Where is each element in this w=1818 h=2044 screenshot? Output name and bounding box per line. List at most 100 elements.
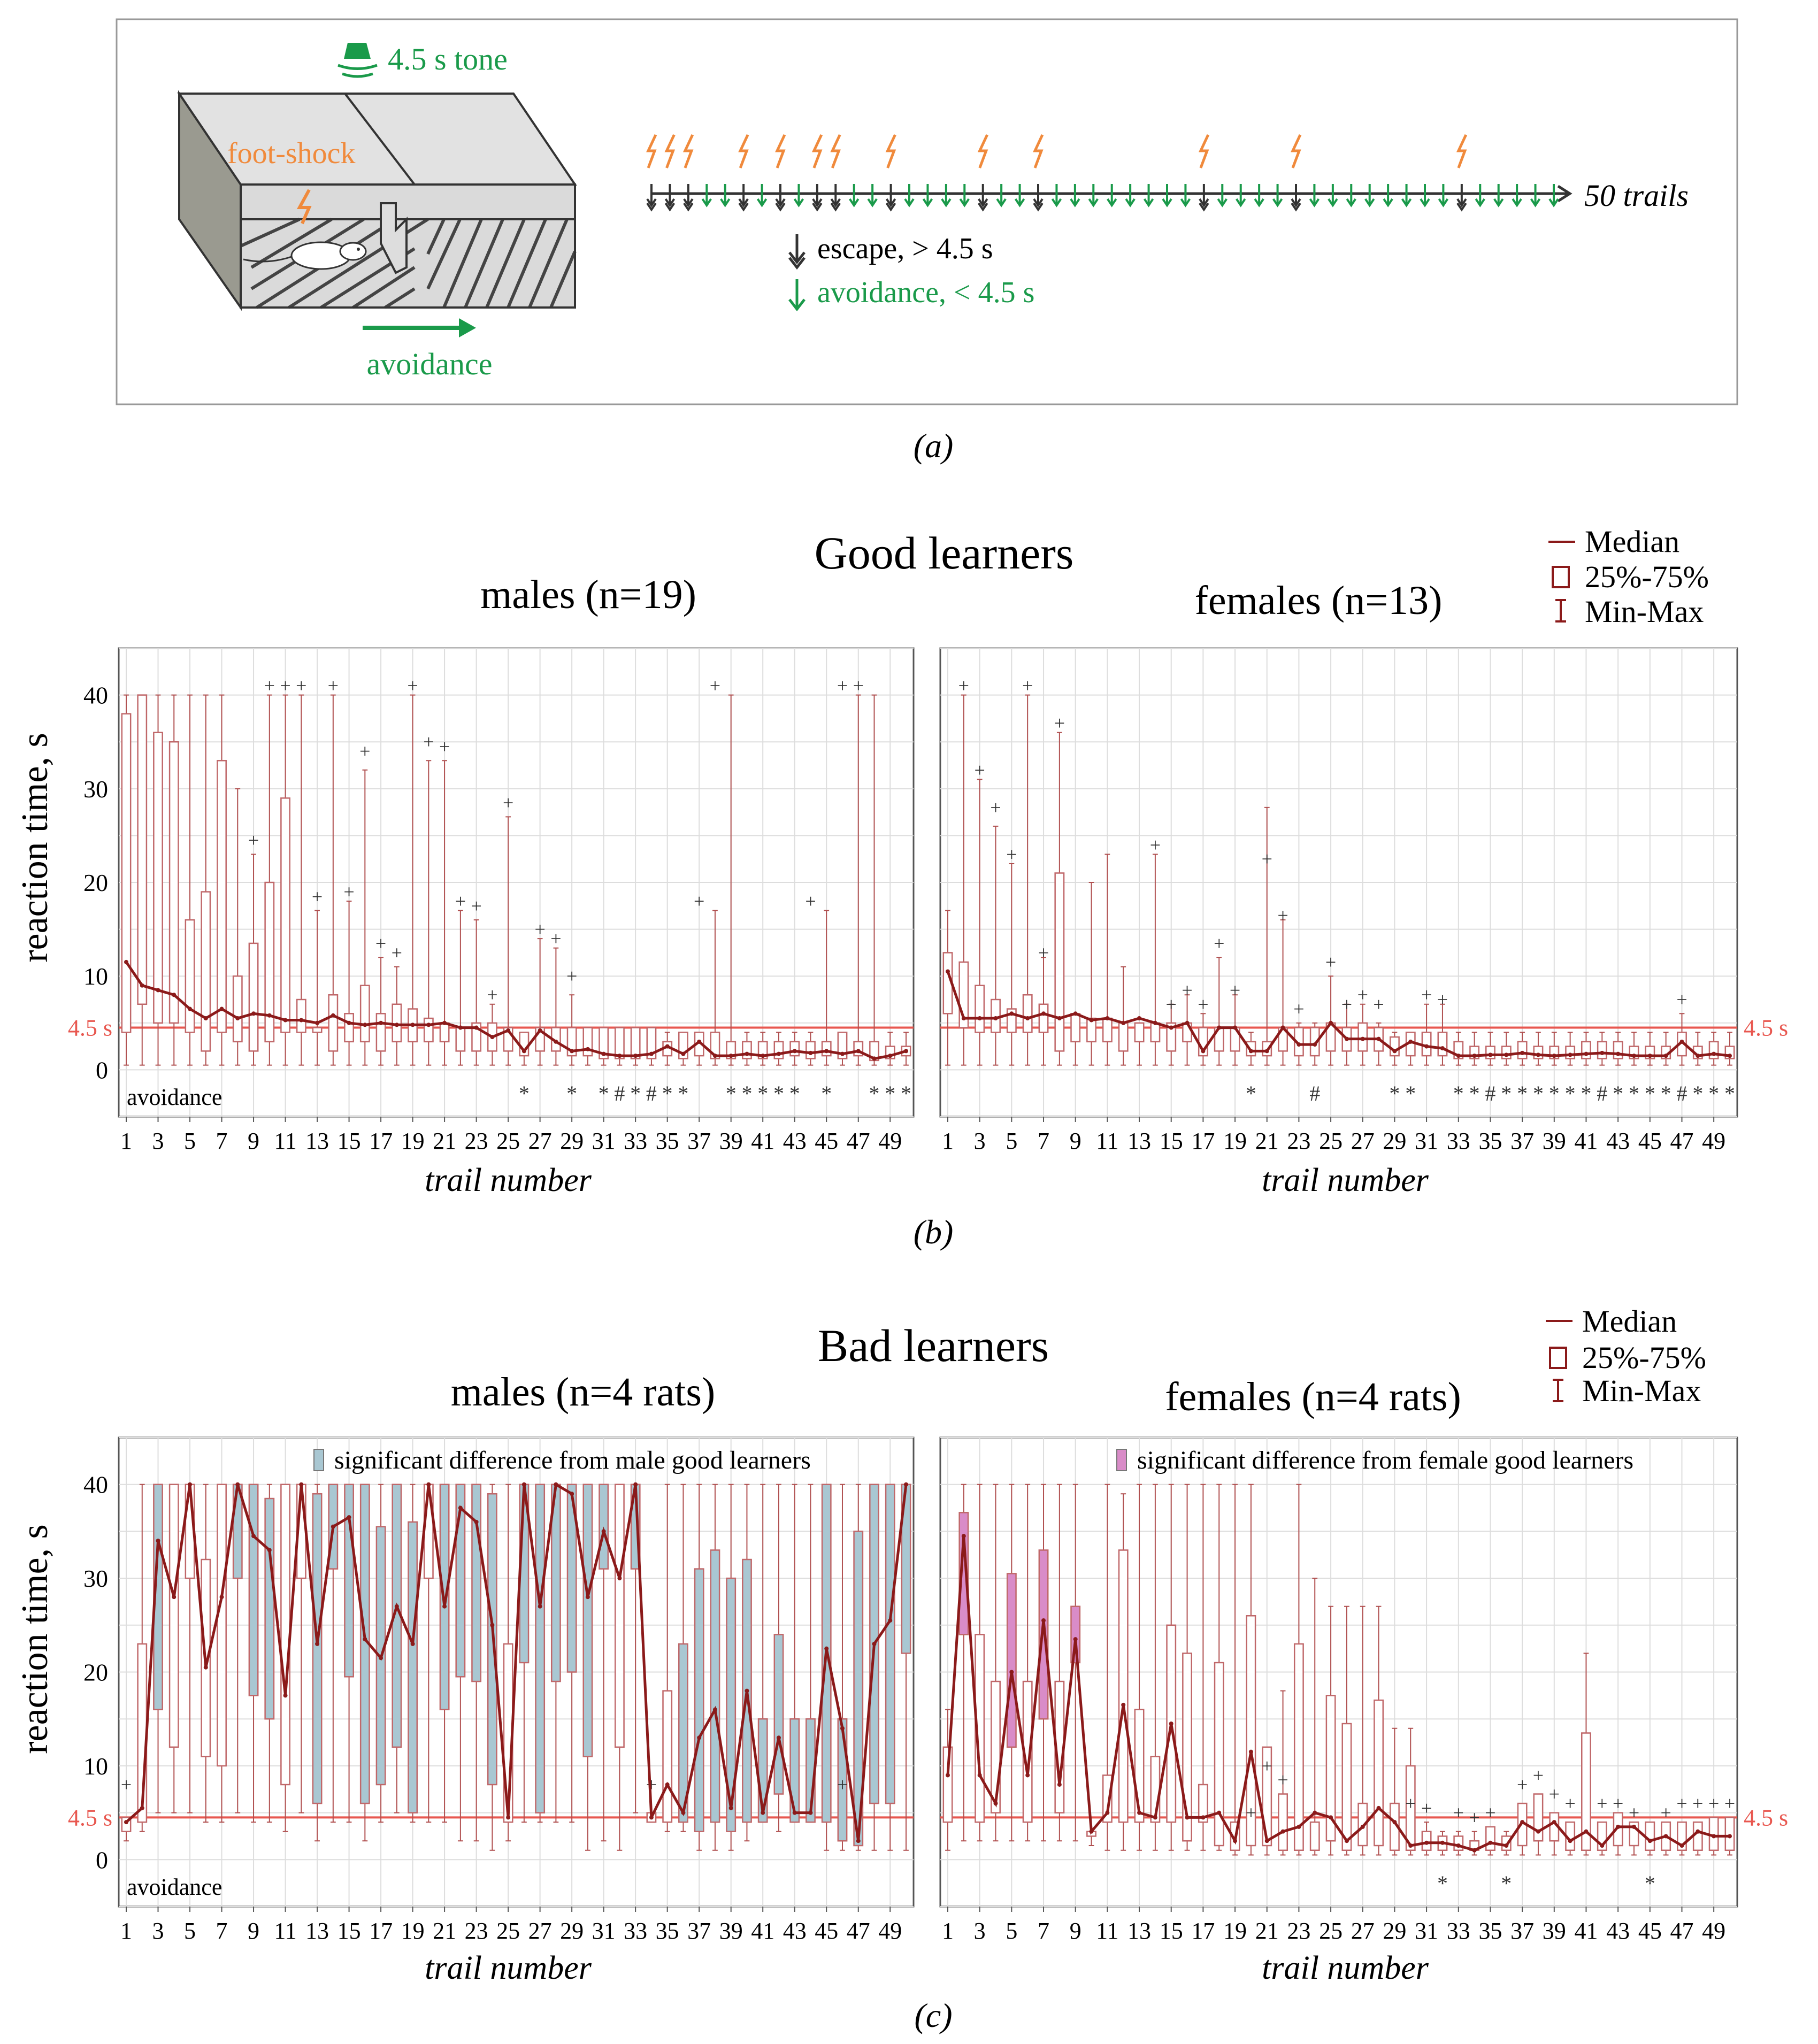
median-point [1025, 1016, 1030, 1021]
median-point [235, 1482, 240, 1487]
median-point [888, 1618, 893, 1623]
median-point [1329, 1815, 1333, 1820]
median-point [888, 1054, 893, 1058]
median-point [219, 1006, 224, 1011]
x-tick-label: 15 [1160, 1918, 1183, 1944]
x-tick-label: 37 [1510, 1128, 1534, 1154]
iqr-box [837, 1032, 848, 1059]
legend-escape-text: escape, > 4.5 s [817, 232, 993, 265]
iqr-box [1198, 1784, 1208, 1823]
median-point [1248, 1749, 1253, 1754]
median-point [379, 1020, 383, 1025]
iqr-box [991, 998, 1001, 1033]
x-tick-label: 13 [1127, 1918, 1151, 1944]
avoid-trial-arrow [867, 184, 878, 208]
median-point [1153, 1020, 1157, 1025]
iqr-box [296, 998, 306, 1033]
outlier-marker: + [805, 890, 816, 912]
iqr-box [359, 985, 370, 1043]
x-tick-label: 49 [878, 1128, 902, 1154]
outlier-marker: + [1054, 712, 1065, 734]
median-point [1536, 1052, 1540, 1057]
median-point [1663, 1834, 1668, 1839]
median-point [617, 1576, 622, 1581]
significance-marker: # [1485, 1081, 1495, 1105]
avoid-trial-arrow [959, 184, 970, 208]
median-point [1616, 1051, 1621, 1056]
outlier-marker: + [1517, 1774, 1528, 1795]
x-tick-label: 13 [1127, 1128, 1151, 1154]
avoid-trial-arrow [1493, 184, 1504, 208]
iqr-box [1102, 1774, 1113, 1823]
iqr-box [710, 1549, 720, 1823]
median-point [347, 1020, 351, 1025]
iqr-box [423, 1017, 434, 1043]
x-tick-label: 3 [152, 1128, 164, 1154]
median-point [1679, 1843, 1684, 1848]
iqr-box [646, 1027, 657, 1059]
avoidance-label: avoidance [366, 347, 492, 381]
iqr-box [1150, 1022, 1161, 1043]
median-point [410, 1023, 415, 1027]
iqr-box [1421, 1032, 1432, 1057]
median-point [728, 1054, 733, 1058]
iqr-box [1581, 1041, 1591, 1059]
legend-avoid-text: avoidance, < 4.5 s [817, 276, 1034, 309]
significance-marker: * [519, 1081, 530, 1105]
y-tick-label: 10 [83, 963, 108, 990]
x-tick-label: 39 [719, 1918, 743, 1944]
outlier-marker: + [694, 890, 704, 912]
y-tick-label: 30 [83, 1565, 108, 1592]
iqr-box [1246, 1615, 1256, 1847]
shuttle-box-illustration: foot-shock 4.5 s tone avoidance [177, 42, 577, 381]
x-tick-label: 15 [337, 1128, 361, 1154]
significance-marker: * [1645, 1081, 1655, 1105]
escape-trial-arrow [1033, 184, 1044, 212]
median-point [977, 1016, 982, 1021]
avoid-trial-arrow [1236, 184, 1246, 208]
outlier-marker: + [1692, 1793, 1703, 1814]
x-tick-label: 43 [1606, 1918, 1630, 1944]
median-point [506, 1815, 511, 1820]
significance-marker: * [1453, 1081, 1464, 1105]
median-point [315, 1641, 320, 1646]
outlier-marker: + [503, 792, 513, 813]
median-point [601, 1051, 606, 1056]
iqr-box [1708, 1817, 1719, 1851]
median-point [1456, 1843, 1461, 1848]
x-tick-label: 41 [751, 1128, 774, 1154]
median-point [394, 1604, 399, 1609]
outlier-marker: + [392, 942, 402, 963]
median-point [946, 1773, 950, 1778]
x-tick-label: 23 [465, 1128, 488, 1154]
x-tick-label: 23 [465, 1918, 488, 1944]
median-point [1456, 1054, 1461, 1058]
median-point [1217, 1810, 1222, 1815]
median-point [1201, 1815, 1206, 1820]
median-point [993, 1801, 998, 1806]
outlier-marker: + [1277, 1769, 1288, 1791]
chart-good-females: 1 3 5 7 9 11 13 15 17 19 21 23 25 27 29 31 33 35 37 39 41 43 4… [939, 647, 1788, 1154]
x-tick-label: 7 [216, 1918, 228, 1944]
median-point [792, 1049, 797, 1054]
outlier-marker: + [1405, 1793, 1416, 1814]
legend-b: Median 25%-75% Min-Max [1548, 524, 1709, 629]
outlier-marker: + [1230, 979, 1240, 1001]
iqr-box [1166, 1022, 1177, 1052]
median-point [1280, 1025, 1285, 1030]
trial-timeline [646, 134, 1572, 212]
rat-icon [243, 241, 367, 270]
x-tick-label: 9 [248, 1128, 259, 1154]
outlier-marker: + [1198, 994, 1208, 1015]
outlier-marker: + [1533, 1764, 1544, 1786]
median-point [442, 1020, 447, 1025]
median-point [1712, 1051, 1716, 1056]
iqr-box [248, 942, 259, 1052]
x-tick-label: 45 [815, 1128, 838, 1154]
outlier-marker: + [1262, 1755, 1272, 1777]
x-tick-label: 1 [120, 1128, 132, 1154]
outlier-marker: + [343, 881, 354, 903]
iqr-box [1581, 1732, 1591, 1851]
